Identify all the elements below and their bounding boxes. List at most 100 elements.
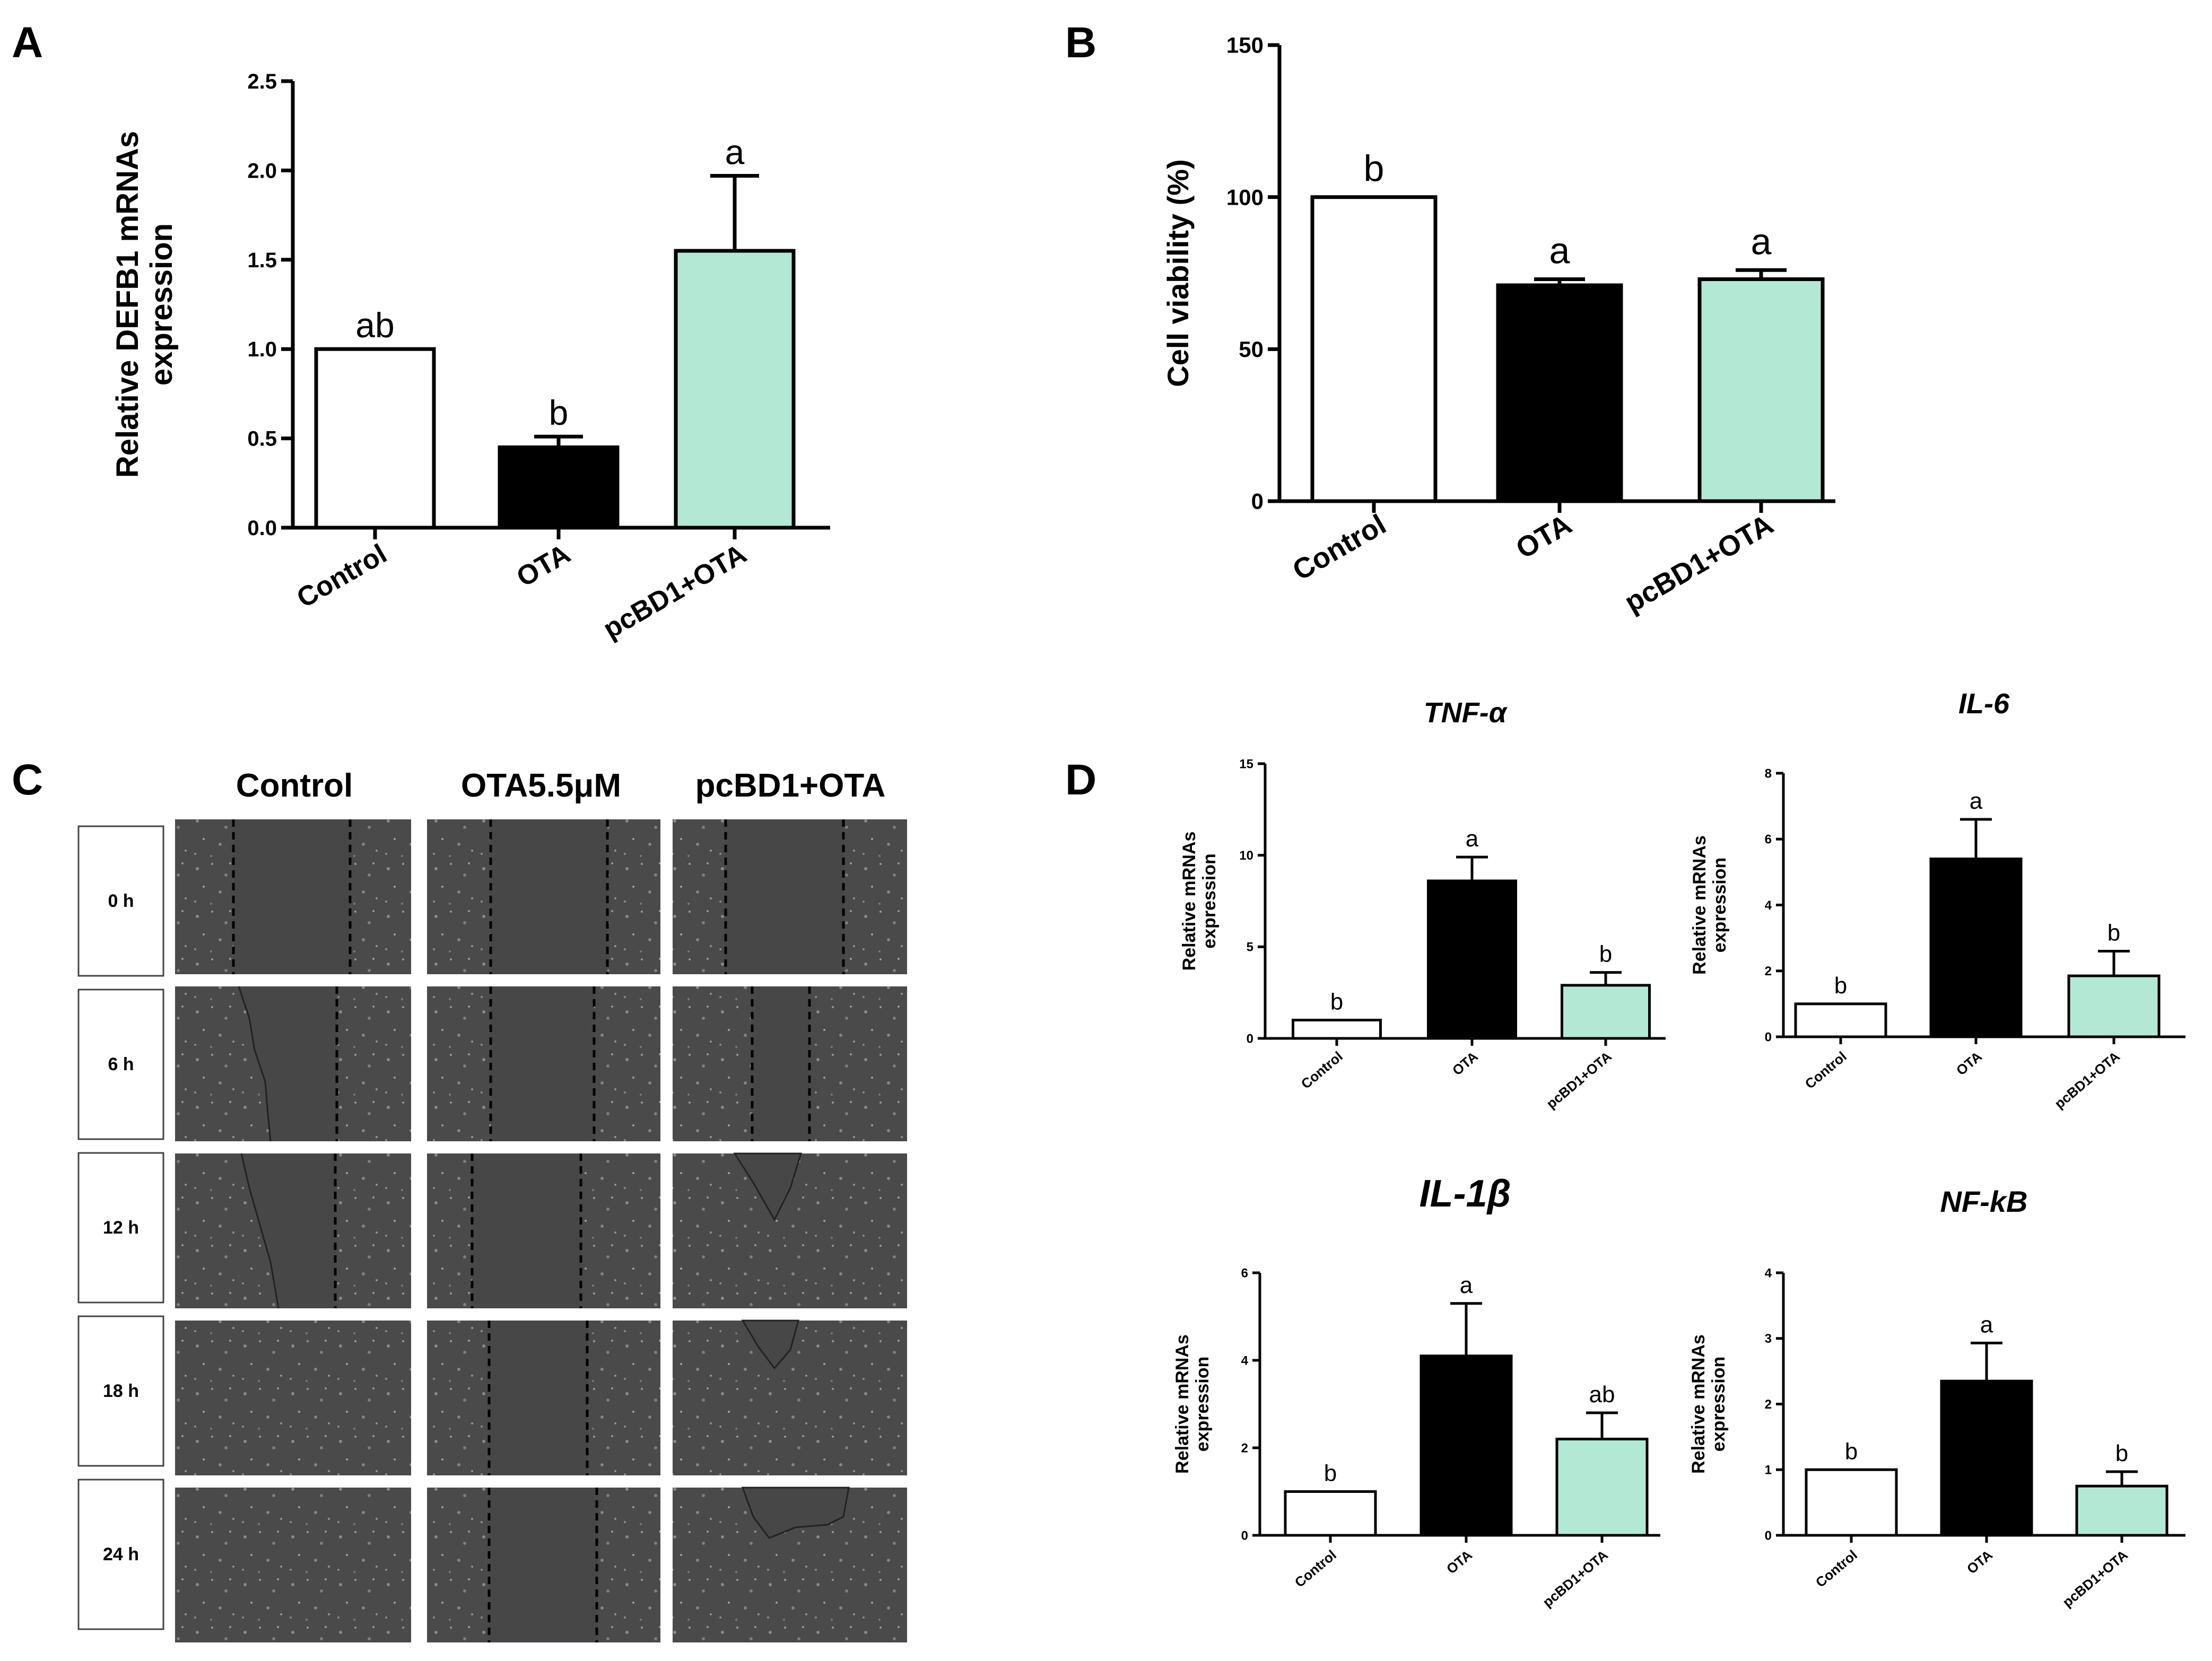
y-axis-label: Cell viability (%) [1161,159,1195,387]
y-tick-label: 1.0 [247,338,277,361]
panel-letter-d: D [1065,756,1096,804]
column-header-ota: OTA5.5μM [461,767,621,804]
y-axis-label: expression [1192,1357,1213,1452]
significance-letter: a [725,133,745,172]
category-label: Control [1298,1048,1346,1092]
micrograph-control-0h [175,819,411,974]
y-tick-label: 5 [1247,940,1253,955]
significance-letter: b [1324,1461,1337,1487]
time-box [77,825,164,977]
chart-title: TNF-α [1424,697,1508,729]
category-label: pcBD1+OTA [2051,1048,2123,1112]
micrograph-ota-24h [427,1488,660,1642]
bar-pcbd1-ota [1555,1438,1649,1537]
panel-letter-b: B [1065,19,1096,67]
significance-letter: b [549,393,569,432]
panel-letter-c: C [12,756,43,804]
y-tick-label: 2.5 [247,70,277,93]
y-axis-label: Relative mRNAs [1172,1334,1192,1474]
significance-letter: a [1751,221,1772,262]
significance-letter: a [1460,1272,1473,1298]
micrograph-pcbd1-12h [673,1152,907,1308]
significance-letter: a [1466,826,1479,852]
category-label: OTA [1511,508,1577,565]
y-tick-label: 6 [1765,833,1772,847]
bar-pcbd1-ota [2075,1484,2169,1537]
micrograph-pcbd1-0h [673,819,907,974]
bar-pcbd1-ota [1697,277,1825,503]
bar-ota [1929,858,2023,1038]
y-axis-label: expression [1709,1357,1729,1452]
bar-control [1284,1490,1377,1537]
column-header-pcbd1-ota: pcBD1+OTA [695,767,886,804]
micrograph-pcbd1-6h [673,986,907,1141]
chart-title: IL-1β [1419,1173,1511,1215]
bar-ota [498,445,620,530]
bar-pcbd1-ota [1561,984,1651,1040]
y-tick-label: 0 [1765,1528,1772,1543]
category-label: pcBD1+OTA [1539,1546,1611,1610]
y-axis-label: Relative mRNAs [1690,835,1710,975]
category-label: OTA [1964,1546,1996,1577]
significance-letter: b [1364,148,1384,189]
category-label: OTA [1449,1048,1481,1078]
category-label: pcBD1+OTA [1619,508,1779,618]
y-tick-label: 2 [1241,1441,1248,1455]
time-label-24h: 24 h [103,1544,139,1564]
micrograph-control-12h [175,1153,411,1309]
y-tick-label: 4 [1765,1266,1772,1280]
bar-control [1805,1468,1898,1537]
category-label: Control [292,538,392,614]
y-tick-label: 100 [1226,185,1264,209]
time-label-12h: 12 h [103,1218,139,1238]
bar-pcbd1-ota [674,249,796,530]
y-tick-label: 4 [1765,898,1772,913]
y-tick-label: 2 [1765,964,1772,978]
category-label: OTA [511,538,576,593]
y-tick-label: 0 [1241,1528,1248,1543]
wound-healing-grid: Control OTA5.5μM pcBD1+OTA 0 h 6 h 12 h … [77,767,907,1642]
micrograph-control-6h [175,986,411,1142]
time-box [77,1479,164,1630]
y-tick-label: 10 [1239,849,1253,863]
y-axis-label: expression [144,223,179,386]
time-label-0h: 0 h [108,891,134,911]
y-axis-label: expression [1710,858,1730,953]
column-header-control: Control [236,767,353,804]
time-label-6h: 6 h [108,1054,134,1074]
chart-title: IL-6 [1958,688,2010,720]
category-label: Control [1292,1547,1339,1590]
chart-d-il-1beta: IL-1β 0 2 4 6 b Control a OTA ab pcBD1+OTA Relative… [1172,1173,1660,1610]
y-tick-label: 4 [1241,1353,1249,1368]
micrograph-ota-18h [427,1321,660,1475]
time-box [77,1152,164,1304]
y-tick-label: 2.0 [247,159,277,182]
y-tick-label: 3 [1765,1332,1772,1346]
significance-letter: b [1845,1438,1858,1464]
micrograph-ota-12h [427,1153,660,1308]
y-tick-label: 0 [1765,1030,1772,1044]
bar-ota [1496,283,1623,503]
bar-ota [1940,1379,2033,1537]
category-label: OTA [1953,1048,1985,1078]
time-label-18h: 18 h [103,1381,139,1401]
significance-letter: b [1834,973,1847,999]
significance-letter: b [2115,1440,2128,1466]
chart-a-defb1-expression: 0.0 0.5 1.0 1.5 2.0 2.5 ab Control b OTA a pcBD1+OT… [110,70,830,645]
category-label: pcBD1+OTA [1543,1048,1615,1112]
significance-letter: b [1599,941,1612,967]
significance-letter: a [1980,1312,1993,1337]
bar-control [1794,1002,1887,1038]
micrograph-control-24h [175,1488,411,1642]
time-box [77,1315,164,1467]
y-tick-label: 8 [1765,766,1772,781]
y-tick-label: 0 [1251,489,1264,514]
category-label: OTA [1443,1546,1475,1577]
chart-title: NF-kB [1940,1185,2028,1218]
y-tick-label: 1.5 [247,249,277,272]
category-label: Control [1802,1048,1850,1092]
bar-ota [1427,879,1517,1040]
y-axis-label: Relative DEFB1 mRNAs [110,131,145,478]
micrograph-pcbd1-24h [673,1487,907,1642]
bar-control [314,347,436,530]
